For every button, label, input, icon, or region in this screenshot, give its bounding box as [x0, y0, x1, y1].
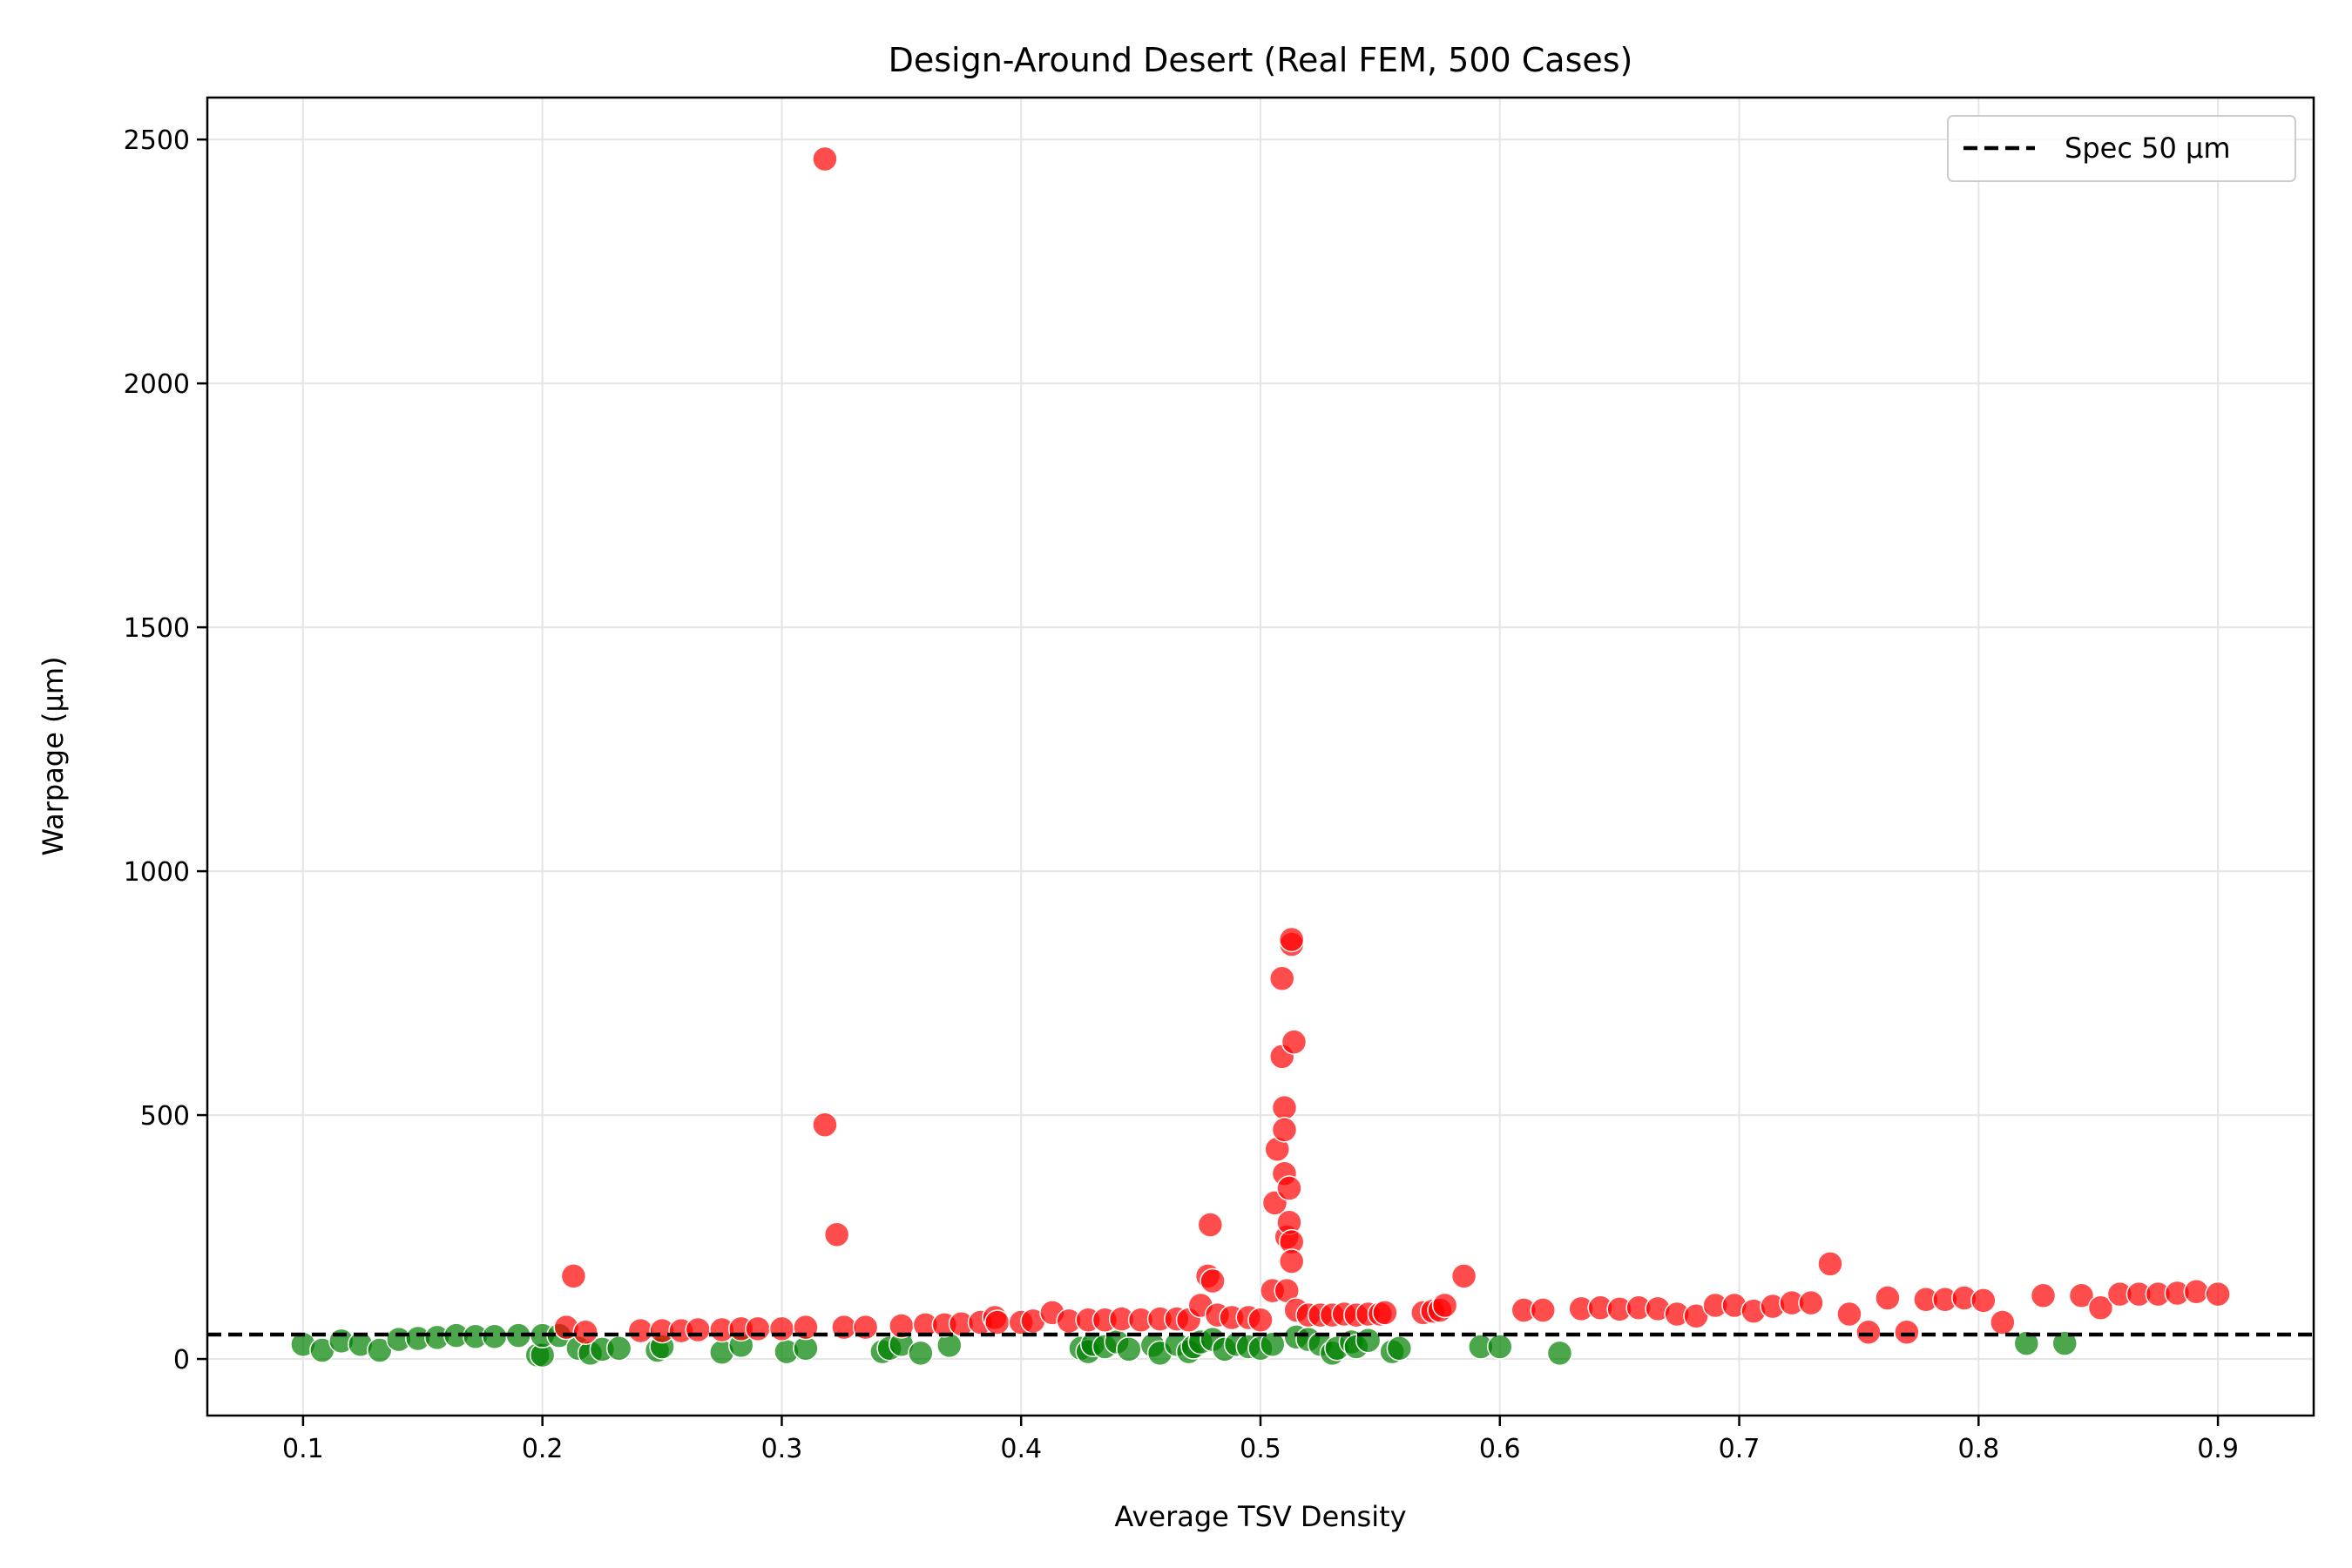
fail-point	[1531, 1298, 1555, 1322]
fail-point	[1248, 1308, 1273, 1332]
y-tick-label: 1500	[124, 613, 190, 644]
y-tick-label: 2500	[124, 125, 190, 156]
y-tick-label: 0	[173, 1345, 190, 1375]
fail-point	[1280, 927, 1304, 951]
fail-point	[1200, 1268, 1225, 1293]
fail-point	[1799, 1291, 1823, 1315]
gridlines	[207, 98, 2314, 1416]
fail-point	[813, 1112, 837, 1137]
y-tick-label: 1000	[124, 857, 190, 888]
x-tick-label: 0.7	[1719, 1434, 1761, 1464]
pass-point	[607, 1336, 632, 1361]
fail-point	[561, 1264, 585, 1288]
fail-point	[1280, 1249, 1304, 1274]
fail-point	[1452, 1264, 1477, 1288]
pass-point	[909, 1341, 933, 1365]
pass-point	[1387, 1336, 1411, 1361]
fail-point	[825, 1222, 849, 1247]
x-tick-label: 0.3	[761, 1434, 803, 1464]
fail-point	[985, 1310, 1010, 1335]
pass-point	[1117, 1337, 1141, 1362]
y-tick-label: 500	[140, 1101, 190, 1132]
fail-point	[1990, 1310, 2015, 1335]
legend: Spec 50 µm	[1948, 116, 2295, 181]
x-tick-label: 0.5	[1240, 1434, 1281, 1464]
pass-point	[1488, 1335, 1512, 1359]
fail-point	[1270, 966, 1294, 990]
y-axis-label: Warpage (µm)	[37, 657, 70, 856]
fail-point	[1272, 1096, 1296, 1120]
x-tick-label: 0.1	[282, 1434, 324, 1464]
fail-point	[2031, 1283, 2056, 1308]
fail-point	[813, 147, 837, 172]
y-tick-label: 2000	[124, 369, 190, 400]
fail-point	[573, 1320, 598, 1344]
fail-point	[1856, 1320, 1881, 1344]
fail-point	[1198, 1213, 1222, 1237]
fail-point	[1277, 1176, 1301, 1200]
x-tick-label: 0.2	[522, 1434, 564, 1464]
fail-point	[1971, 1288, 1996, 1313]
chart-title: Design-Around Desert (Real FEM, 500 Case…	[889, 41, 1633, 79]
fail-point	[2184, 1280, 2208, 1304]
fail-point	[1272, 1118, 1296, 1142]
fail-point	[1837, 1302, 1862, 1327]
fail-point	[686, 1317, 710, 1342]
fail-point	[1433, 1293, 1457, 1317]
fail-point	[1876, 1286, 1900, 1310]
fail-point	[769, 1316, 794, 1341]
fail-point	[2206, 1282, 2230, 1307]
fail-point	[1818, 1252, 1842, 1276]
y-axis-ticks: 0 500 1000 1500 2000 2500	[124, 125, 207, 1375]
fail-point	[628, 1319, 652, 1343]
x-tick-label: 0.6	[1479, 1434, 1521, 1464]
fail-point	[1373, 1301, 1397, 1325]
x-axis-label: Average TSV Density	[1114, 1500, 1406, 1533]
fail-point	[746, 1316, 770, 1341]
x-tick-label: 0.4	[1000, 1434, 1042, 1464]
pass-point	[1356, 1328, 1381, 1353]
x-tick-label: 0.8	[1957, 1434, 1999, 1464]
fail-point	[1281, 1030, 1306, 1054]
pass-point	[1547, 1341, 1571, 1365]
x-axis-ticks: 0.1 0.2 0.3 0.4 0.5 0.6 0.7 0.8 0.9	[282, 1416, 2239, 1464]
x-tick-label: 0.9	[2197, 1434, 2239, 1464]
fail-point	[1895, 1320, 1919, 1344]
legend-label: Spec 50 µm	[2065, 132, 2231, 165]
